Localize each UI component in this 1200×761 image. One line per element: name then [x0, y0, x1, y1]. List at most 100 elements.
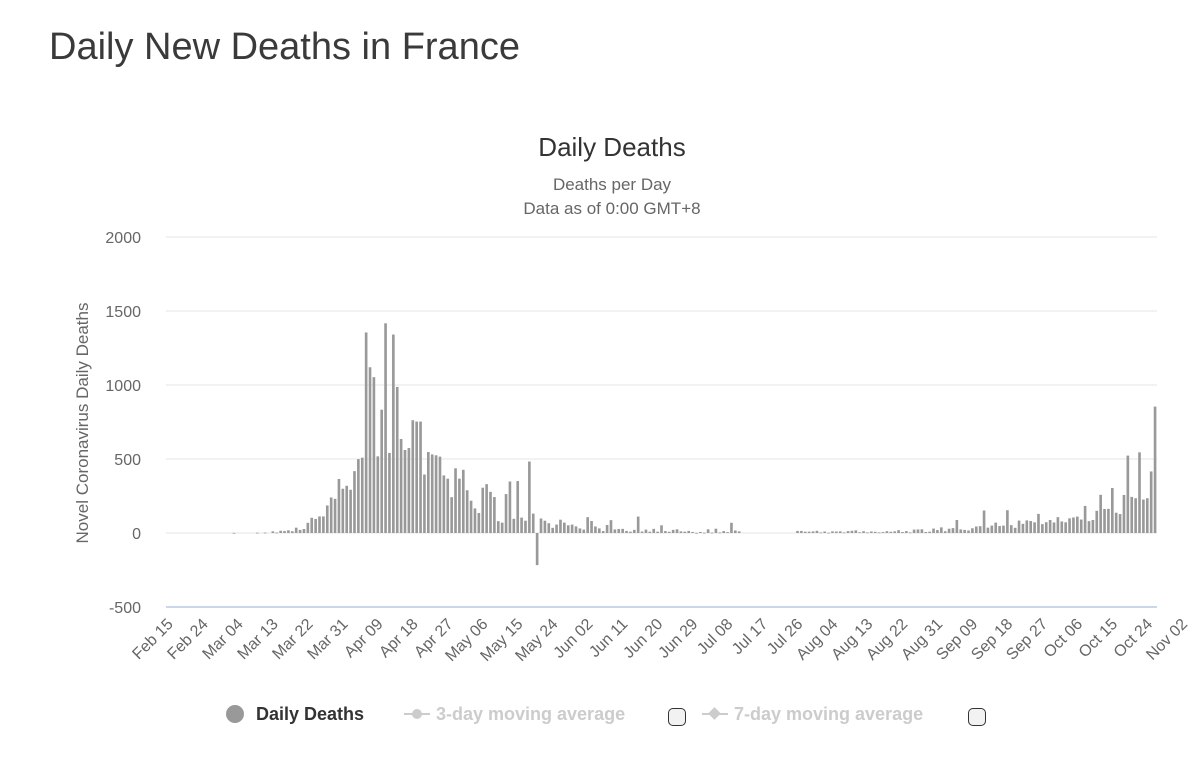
bar[interactable] [473, 508, 477, 533]
bar[interactable] [520, 517, 523, 533]
bar[interactable] [858, 532, 862, 534]
bar[interactable] [667, 531, 671, 533]
bar[interactable] [516, 481, 520, 533]
bar[interactable] [609, 520, 613, 533]
bar[interactable] [438, 456, 442, 533]
bar[interactable] [994, 522, 998, 533]
bar[interactable] [947, 528, 951, 533]
bar[interactable] [368, 367, 372, 533]
bar[interactable] [722, 531, 725, 533]
bar[interactable] [706, 529, 710, 533]
bar[interactable] [1110, 488, 1114, 533]
bar[interactable] [364, 332, 368, 533]
bar[interactable] [726, 532, 729, 533]
bar[interactable] [1029, 521, 1033, 533]
bar[interactable] [290, 531, 294, 533]
bar[interactable] [446, 478, 450, 533]
bar[interactable] [500, 522, 504, 533]
bar[interactable] [310, 517, 314, 533]
bar[interactable] [1072, 517, 1075, 533]
bar[interactable] [384, 323, 387, 533]
bar[interactable] [943, 531, 947, 533]
bar[interactable] [625, 530, 628, 533]
bar[interactable] [1025, 520, 1029, 533]
bar[interactable] [905, 531, 908, 533]
bar[interactable] [1079, 519, 1083, 533]
bar[interactable] [718, 532, 722, 534]
bar[interactable] [345, 485, 349, 533]
bar[interactable] [881, 532, 885, 533]
bar[interactable] [496, 521, 500, 533]
bar[interactable] [349, 489, 352, 533]
bar[interactable] [846, 531, 850, 533]
bar[interactable] [617, 529, 621, 533]
checkbox-3-day-average[interactable] [668, 708, 686, 726]
bar[interactable] [598, 528, 601, 533]
bar[interactable] [535, 533, 539, 566]
bar[interactable] [870, 531, 873, 533]
bar[interactable] [990, 525, 994, 533]
bar[interactable] [811, 531, 815, 533]
bar[interactable] [632, 529, 636, 533]
bar[interactable] [578, 528, 582, 533]
bar[interactable] [1149, 471, 1153, 533]
bar[interactable] [1126, 455, 1130, 533]
bar[interactable] [967, 530, 970, 533]
bar[interactable] [318, 516, 321, 533]
bar[interactable] [337, 478, 341, 533]
bar[interactable] [314, 518, 317, 533]
bar[interactable] [271, 531, 275, 533]
bar[interactable] [551, 527, 554, 533]
bar[interactable] [477, 513, 481, 533]
bar[interactable] [636, 516, 640, 533]
bar[interactable] [508, 481, 512, 534]
bar[interactable] [360, 457, 364, 533]
bar[interactable] [1013, 527, 1017, 533]
bar[interactable] [594, 526, 597, 533]
bar[interactable] [644, 529, 648, 533]
bar[interactable] [294, 527, 298, 533]
bar[interactable] [916, 529, 920, 533]
bar[interactable] [652, 528, 656, 533]
bar[interactable] [1095, 510, 1099, 533]
bar[interactable] [683, 531, 687, 533]
bar[interactable] [582, 529, 586, 533]
bar[interactable] [691, 531, 694, 533]
bar[interactable] [322, 516, 325, 533]
bar[interactable] [605, 525, 609, 533]
bar[interactable] [866, 532, 869, 534]
bar[interactable] [1153, 406, 1157, 533]
bar[interactable] [1009, 525, 1013, 533]
bar[interactable] [434, 455, 438, 533]
bar[interactable] [539, 518, 543, 534]
bar[interactable] [629, 531, 632, 533]
bar[interactable] [920, 529, 924, 533]
bar[interactable] [1107, 508, 1110, 533]
bar[interactable] [256, 532, 259, 534]
bar[interactable] [971, 528, 974, 533]
bar[interactable] [679, 531, 683, 533]
bar[interactable] [908, 532, 912, 534]
bar[interactable] [1099, 494, 1102, 533]
bar[interactable] [737, 531, 741, 533]
bar[interactable] [232, 532, 236, 534]
bar[interactable] [1122, 494, 1126, 533]
bar[interactable] [263, 532, 267, 534]
bar[interactable] [823, 531, 827, 533]
bar[interactable] [283, 531, 286, 533]
bar[interactable] [504, 494, 508, 533]
bar[interactable] [1002, 525, 1005, 533]
bar[interactable] [924, 531, 928, 533]
bar[interactable] [1134, 498, 1137, 533]
bar[interactable] [831, 531, 834, 533]
bar[interactable] [376, 456, 380, 533]
bar[interactable] [1064, 522, 1067, 533]
bar[interactable] [450, 497, 453, 533]
bar[interactable] [1103, 509, 1106, 533]
bar[interactable] [796, 530, 799, 533]
bar[interactable] [275, 532, 279, 534]
bar[interactable] [936, 530, 939, 533]
bar[interactable] [842, 532, 846, 534]
bar[interactable] [469, 500, 473, 533]
bar[interactable] [419, 421, 422, 533]
